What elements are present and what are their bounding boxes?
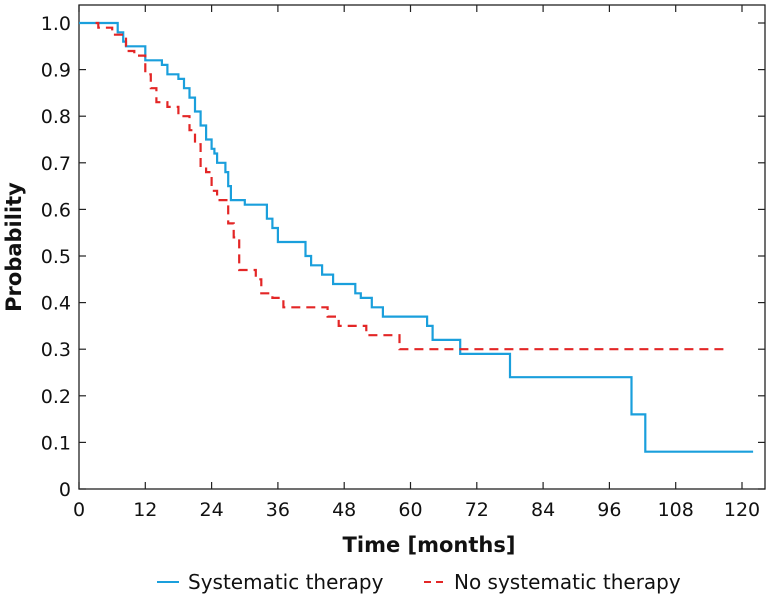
y-tick-label: 1.0 <box>41 13 71 35</box>
x-tick-label: 84 <box>531 499 555 521</box>
series-layer <box>79 21 754 453</box>
y-tick-label: 0.4 <box>41 293 71 315</box>
series-line-systematic-therapy <box>79 21 754 453</box>
x-tick-label: 0 <box>73 499 85 521</box>
y-tick-label: 0.5 <box>41 246 71 268</box>
y-tick-label: 0.1 <box>41 432 71 454</box>
y-tick-label: 0.3 <box>41 339 71 361</box>
x-tick-label: 24 <box>200 499 224 521</box>
y-tick-label: 0.8 <box>41 106 71 128</box>
legend-label-no-systematic-therapy: No systematic therapy <box>454 570 681 594</box>
y-tick-label: 0.6 <box>41 199 71 221</box>
y-tick-label: 0.2 <box>41 386 71 408</box>
x-tick-label: 60 <box>398 499 422 521</box>
y-tick-label: 0.7 <box>41 153 71 175</box>
x-axis-title: Time [months] <box>343 533 516 557</box>
x-tick-label: 12 <box>133 499 157 521</box>
legend-label-systematic-therapy: Systematic therapy <box>188 570 384 594</box>
x-tick-label: 72 <box>465 499 489 521</box>
y-axis-title: Probability <box>2 182 26 312</box>
x-tick-label: 96 <box>597 499 621 521</box>
x-axis: 0 12 24 36 48 60 72 84 96 108 120 <box>73 5 760 521</box>
y-axis: 0 0.1 0.2 0.3 0.4 0.5 0.6 0.7 0.8 0.9 1.0 <box>41 13 765 501</box>
x-tick-label: 108 <box>658 499 694 521</box>
plot-frame <box>78 4 766 490</box>
y-tick-label: 0.9 <box>41 60 71 82</box>
x-tick-label: 120 <box>724 499 760 521</box>
x-tick-label: 48 <box>332 499 356 521</box>
series-line-no-systematic-therapy <box>95 21 726 351</box>
legend: Systematic therapy No systematic therapy <box>157 570 681 594</box>
x-tick-label: 36 <box>266 499 290 521</box>
y-tick-label: 0 <box>59 479 71 501</box>
